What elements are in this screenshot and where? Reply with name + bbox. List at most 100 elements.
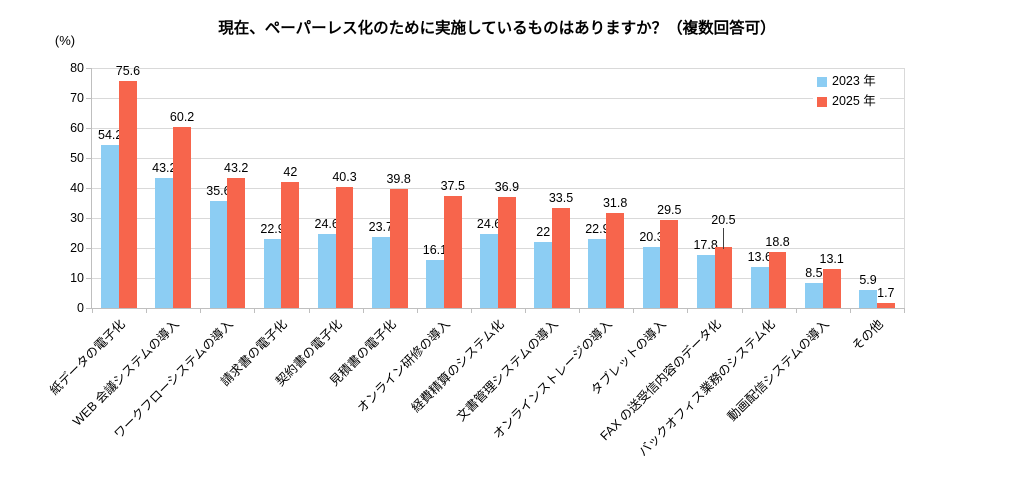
x-category-label: 紙データの電子化 (47, 317, 128, 398)
bar-value-label: 23.7 (368, 219, 393, 234)
y-axis-tick (86, 128, 92, 129)
plot-area: 54.2 75.6 43.2 60.2 35.6 43.2 22.9 42 24.6 40.3 23… (86, 64, 905, 313)
bar-value-label: 60.2 (169, 110, 195, 125)
x-axis-tick (200, 308, 202, 313)
y-axis-tick (86, 278, 92, 279)
bar-2023年 (534, 242, 553, 308)
gridline (92, 158, 904, 159)
bar-2025年 (660, 219, 679, 308)
bar-2023年 (209, 201, 228, 308)
bar-value-label: 20.3 (639, 230, 664, 245)
bar-2023年 (371, 236, 390, 308)
bar-2023年 (101, 145, 120, 308)
bar-2025年 (173, 127, 191, 308)
bar-value-label: 75.6 (115, 64, 141, 79)
x-axis-tick (308, 308, 310, 313)
bar-value-label: 5.9 (859, 273, 877, 288)
bar-value-label: 13.6 (747, 250, 772, 265)
bar-value-label: 17.8 (693, 237, 718, 252)
y-axis-tick-label: 10 (70, 271, 84, 285)
x-axis-tick (470, 308, 472, 313)
legend-swatch-2025-icon (817, 96, 827, 107)
bar-2025年 (389, 188, 408, 308)
legend-swatch-2023-icon (817, 76, 827, 87)
x-axis-tick (741, 308, 743, 313)
x-axis-tick (525, 308, 527, 313)
y-axis-tick (86, 308, 92, 309)
y-axis-tick (86, 158, 92, 159)
x-axis-tick (904, 308, 905, 313)
bar-2025年 (227, 178, 246, 308)
x-axis-tick (92, 308, 93, 313)
bar-value-label: 18.8 (765, 234, 790, 249)
y-axis-tick-label: 50 (70, 151, 84, 165)
bar-value-label: 1.7 (877, 285, 895, 300)
x-axis-tick (633, 308, 635, 313)
bar-value-label: 40.3 (332, 170, 357, 185)
bar-2023年 (317, 234, 336, 308)
bar-value-label: 36.9 (494, 180, 520, 195)
bar-value-label: 43.2 (224, 161, 249, 176)
gridline (92, 98, 904, 99)
bar-value-label: 22.9 (260, 222, 285, 237)
x-axis-tick (687, 308, 689, 313)
bar-2025年 (714, 246, 733, 308)
bar-2025年 (498, 197, 516, 308)
legend: 2023 年 2025 年 (813, 73, 880, 110)
y-axis-tick (86, 248, 92, 249)
bar-2025年 (876, 302, 895, 308)
bar-value-label: 22.9 (585, 222, 610, 237)
y-axis-tick-label: 30 (70, 211, 84, 225)
x-axis-tick (579, 308, 581, 313)
bar-value-label: 22 (536, 225, 551, 239)
bar-2023年 (426, 259, 444, 308)
bar-2025年 (335, 187, 354, 308)
y-axis-tick (86, 98, 92, 99)
legend-label-2023: 2023 年 (832, 74, 876, 88)
bar-2023年 (263, 239, 282, 308)
x-axis-tick (416, 308, 418, 313)
bar-2025年 (606, 212, 625, 308)
bar-value-label: 43.2 (152, 161, 177, 176)
bar-value-label: 39.8 (386, 171, 411, 186)
bar-value-label: 54.2 (98, 128, 123, 143)
legend-label-2025: 2025 年 (832, 94, 876, 108)
bar-value-label: 24.6 (476, 217, 502, 232)
bar-2023年 (155, 178, 174, 308)
gridline (92, 68, 904, 69)
legend-item-2025: 2025 年 (813, 93, 880, 110)
chart-title: 現在、ペーパーレス化のために実施しているものはありますか？（複数回答可） (218, 20, 776, 37)
bar-2023年 (642, 247, 661, 308)
bar-value-label: 33.5 (548, 190, 574, 205)
y-axis-tick-label: 60 (70, 121, 84, 135)
bar-value-label: 8.5 (805, 265, 823, 280)
y-axis-tick-label: 70 (70, 91, 84, 105)
x-axis-tick (849, 308, 851, 313)
bar-2023年 (588, 239, 607, 308)
x-axis-tick (254, 308, 256, 313)
label-leader-line (723, 227, 725, 249)
bar-2025年 (822, 268, 841, 308)
bar-value-label: 20.5 (711, 212, 736, 227)
bar-2023年 (859, 290, 877, 308)
bar-2025年 (552, 207, 570, 308)
bar-value-label: 42 (283, 165, 298, 179)
bar-value-label: 29.5 (657, 202, 682, 217)
bar-2025年 (443, 195, 462, 308)
y-axis-tick-label: 40 (70, 181, 84, 195)
y-axis-unit-label: (%) (54, 33, 76, 48)
bar-2023年 (480, 234, 498, 308)
x-axis-tick (146, 308, 148, 313)
y-axis-tick-label: 0 (77, 301, 84, 315)
x-axis-tick (362, 308, 364, 313)
bar-2023年 (696, 254, 715, 308)
bar-2023年 (805, 282, 823, 308)
bar-value-label: 16.1 (422, 242, 448, 257)
bar-value-label: 37.5 (440, 178, 465, 193)
bar-2025年 (119, 81, 137, 308)
y-axis-tick (86, 188, 92, 189)
bar-value-label: 35.6 (206, 184, 231, 199)
y-axis-tick-label: 80 (70, 61, 84, 75)
gridline (92, 188, 904, 189)
